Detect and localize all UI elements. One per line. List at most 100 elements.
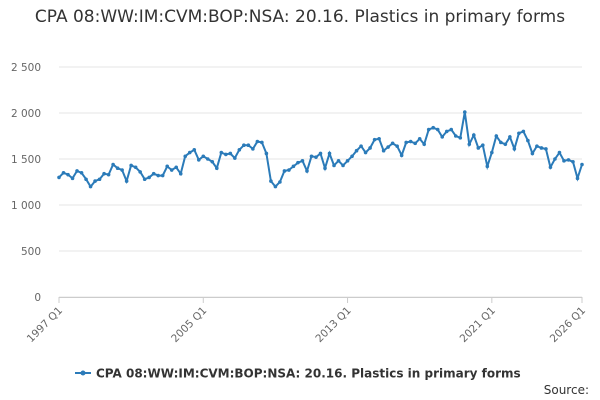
data-point bbox=[97, 177, 102, 182]
data-point bbox=[471, 133, 476, 137]
data-point bbox=[575, 176, 580, 181]
source: Source: bbox=[544, 383, 589, 397]
data-point bbox=[449, 127, 454, 132]
data-point bbox=[571, 159, 575, 164]
data-point bbox=[260, 140, 264, 145]
data-point bbox=[368, 146, 372, 150]
data-point bbox=[305, 169, 309, 173]
x-tick-label: 1997 Q1 bbox=[25, 305, 65, 345]
data-point bbox=[341, 163, 345, 168]
data-point bbox=[273, 184, 278, 189]
data-point bbox=[508, 135, 512, 139]
data-point bbox=[251, 147, 255, 151]
data-point bbox=[233, 156, 237, 160]
data-point bbox=[255, 139, 260, 144]
data-point bbox=[120, 168, 124, 172]
data-point bbox=[61, 171, 66, 175]
data-point bbox=[219, 150, 224, 155]
data-point bbox=[93, 179, 97, 183]
data-point bbox=[413, 141, 417, 146]
data-point bbox=[566, 158, 571, 162]
data-point bbox=[399, 153, 404, 158]
x-tick-label: 2021 Q1 bbox=[458, 305, 498, 345]
data-point bbox=[287, 168, 291, 172]
data-point bbox=[548, 165, 553, 170]
data-point bbox=[476, 146, 481, 150]
data-point bbox=[102, 171, 106, 176]
data-point bbox=[124, 179, 129, 183]
legend-marker bbox=[80, 370, 86, 376]
data-point bbox=[264, 151, 269, 156]
data-point bbox=[580, 162, 584, 167]
data-point bbox=[201, 154, 206, 159]
data-point bbox=[169, 168, 174, 172]
data-point bbox=[395, 144, 399, 148]
data-point bbox=[196, 158, 201, 162]
data-point bbox=[111, 162, 115, 167]
data-point bbox=[494, 134, 499, 138]
data-point bbox=[57, 175, 61, 180]
data-point bbox=[557, 150, 562, 155]
data-point bbox=[499, 140, 503, 145]
data-point bbox=[75, 169, 79, 173]
data-point bbox=[183, 154, 188, 159]
data-point bbox=[481, 143, 485, 147]
data-point bbox=[386, 145, 390, 149]
data-point bbox=[174, 165, 179, 170]
data-point bbox=[151, 171, 156, 176]
data-point bbox=[467, 142, 472, 147]
data-point bbox=[381, 148, 386, 153]
data-point bbox=[318, 151, 323, 156]
data-point bbox=[539, 146, 544, 150]
data-point bbox=[354, 148, 359, 153]
data-point bbox=[435, 127, 440, 132]
data-point bbox=[296, 160, 300, 165]
data-point bbox=[458, 136, 463, 140]
data-point bbox=[350, 154, 354, 159]
data-point bbox=[282, 169, 287, 173]
data-point bbox=[79, 171, 84, 175]
data-point bbox=[485, 164, 490, 169]
data-point bbox=[309, 154, 314, 159]
data-point bbox=[160, 173, 165, 178]
data-point bbox=[359, 144, 363, 148]
data-point bbox=[521, 129, 526, 134]
data-point bbox=[553, 157, 557, 161]
data-point bbox=[147, 175, 151, 180]
data-point bbox=[246, 143, 251, 147]
data-point bbox=[431, 125, 436, 130]
data-point bbox=[426, 127, 431, 132]
y-tick-label: 1 000 bbox=[11, 200, 41, 212]
y-tick-label: 0 bbox=[34, 292, 41, 304]
y-tick-label: 2 000 bbox=[11, 108, 41, 120]
data-point bbox=[512, 147, 517, 151]
data-point bbox=[178, 171, 183, 176]
data-point bbox=[106, 172, 111, 177]
data-point bbox=[372, 137, 377, 142]
data-point bbox=[323, 166, 327, 170]
chart-title: CPA 08:WW:IM:CVM:BOP:NSA: 20.16. Plastic… bbox=[34, 7, 566, 27]
data-point bbox=[215, 166, 219, 170]
data-point bbox=[88, 184, 93, 189]
data-point bbox=[422, 142, 426, 147]
data-point bbox=[224, 152, 228, 157]
data-point bbox=[291, 164, 296, 169]
data-point bbox=[517, 131, 521, 136]
data-point bbox=[327, 151, 332, 156]
data-point bbox=[404, 140, 408, 145]
data-point bbox=[242, 143, 246, 147]
data-point bbox=[192, 148, 197, 152]
series-line bbox=[58, 111, 583, 189]
data-point bbox=[490, 150, 494, 155]
data-point bbox=[70, 176, 75, 181]
x-tick-label: 2005 Q1 bbox=[169, 305, 209, 345]
data-point bbox=[300, 159, 305, 163]
data-point bbox=[142, 177, 147, 182]
data-point bbox=[345, 159, 350, 163]
data-point bbox=[129, 163, 133, 168]
y-tick-label: 1 500 bbox=[11, 154, 41, 166]
data-point bbox=[237, 148, 242, 152]
y-tick-label: 500 bbox=[21, 246, 41, 258]
